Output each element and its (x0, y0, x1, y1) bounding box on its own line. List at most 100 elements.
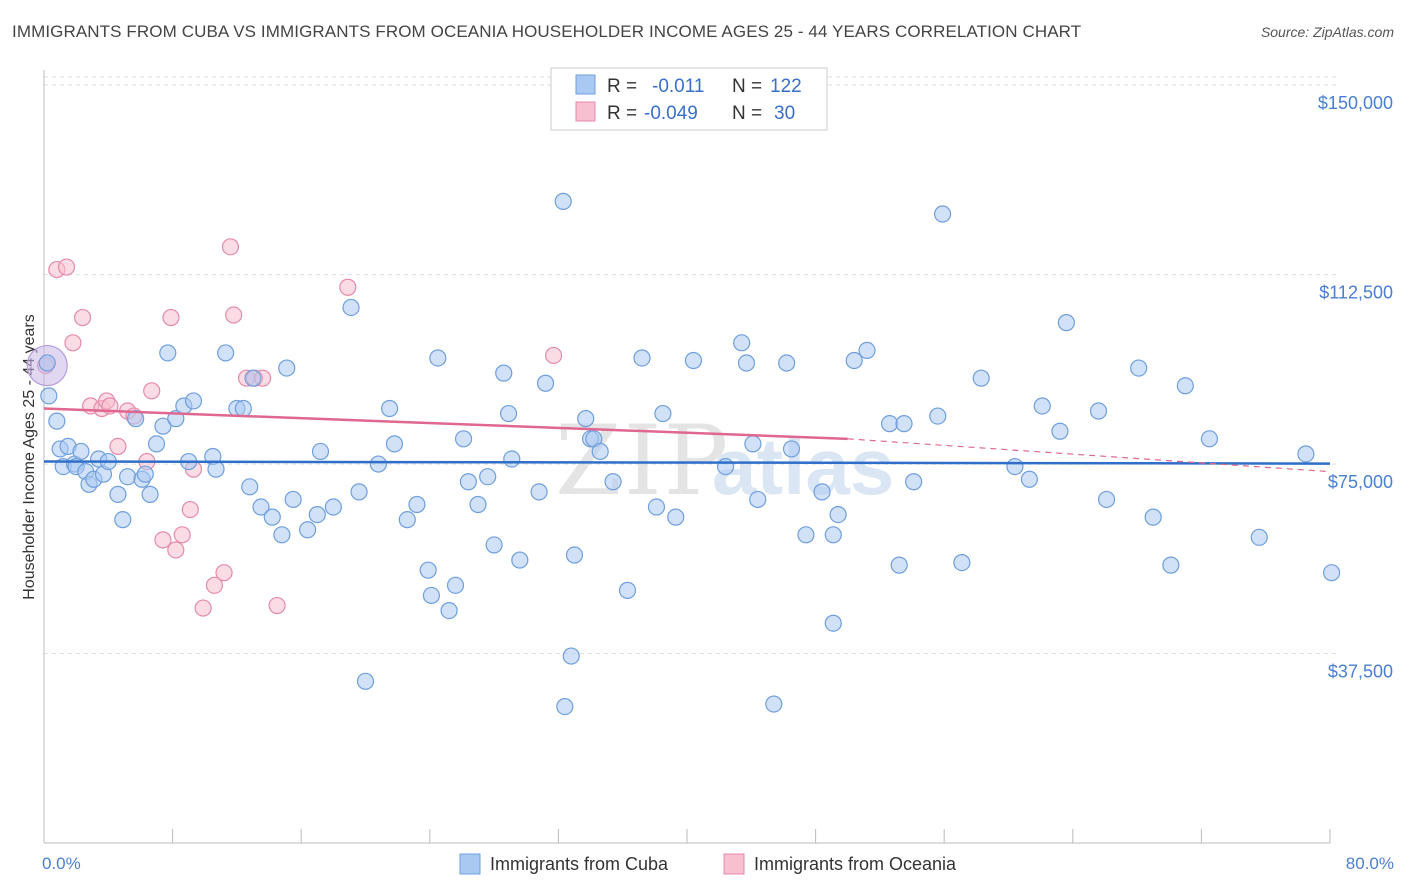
point-cuba (299, 521, 317, 539)
legend-n-label-cuba: N = (732, 76, 762, 97)
point-cuba (845, 351, 863, 370)
point-oceania (544, 346, 563, 365)
axes (43, 70, 1331, 844)
point-cuba (972, 369, 990, 387)
point-oceania (215, 564, 233, 582)
point-cuba (503, 450, 521, 468)
legend-swatch-oceania (575, 101, 596, 122)
trend-line-cuba (43, 460, 1331, 465)
point-oceania (268, 596, 286, 615)
point-cuba (284, 490, 302, 509)
point-cuba (744, 435, 762, 453)
point-cuba (342, 298, 360, 317)
y-tick-label: $112,500 (1319, 283, 1393, 303)
point-cuba (824, 614, 842, 632)
point-oceania (73, 308, 92, 327)
point-cuba (1130, 359, 1148, 377)
point-cuba (422, 586, 441, 605)
point-cuba (895, 415, 913, 433)
point-cuba (647, 498, 666, 516)
point-cuba (824, 526, 842, 544)
point-cuba (1144, 508, 1162, 526)
point-cuba (118, 468, 137, 486)
point-cuba (929, 407, 947, 425)
point-cuba (577, 410, 595, 428)
point-cuba (1176, 377, 1194, 395)
point-cuba (419, 561, 437, 579)
point-cuba (1006, 458, 1024, 476)
point-cuba (38, 354, 56, 372)
point-cuba (1323, 564, 1341, 582)
y-axis-label: Householder Income Ages 25 - 44 years (21, 314, 38, 600)
point-cuba (398, 511, 416, 529)
point-cuba (40, 387, 58, 405)
point-cuba (1250, 528, 1268, 546)
point-cuba (109, 485, 127, 503)
point-cuba (890, 556, 908, 574)
point-oceania (205, 576, 223, 594)
point-cuba (252, 498, 270, 516)
point-cuba (667, 508, 685, 526)
point-cuba (633, 349, 651, 367)
y-tick-label: $75,000 (1328, 472, 1393, 492)
point-oceania (109, 437, 127, 455)
point-cuba (136, 465, 154, 483)
point-cuba (499, 404, 518, 423)
point-cuba (495, 364, 513, 382)
point-cuba (565, 546, 584, 564)
bottom-legend-swatch-oceania (723, 853, 745, 875)
point-oceania (339, 278, 357, 296)
point-cuba (554, 192, 572, 210)
point-cuba (654, 404, 672, 423)
y-tick-labels: $37,500 $75,000 $112,500 $150,000 (1318, 93, 1393, 681)
point-cuba (530, 483, 548, 501)
series-oceania-points (26, 238, 563, 617)
point-cuba (905, 473, 923, 491)
point-cuba (356, 672, 375, 690)
legend-r-value-oceania: -0.049 (644, 103, 698, 124)
point-cuba (562, 647, 580, 665)
point-cuba (591, 442, 609, 461)
point-cuba (154, 417, 172, 435)
point-cuba (446, 576, 465, 594)
point-cuba (1057, 314, 1075, 332)
point-cuba (429, 349, 447, 367)
point-cuba (1162, 556, 1180, 574)
point-cuba (1020, 470, 1038, 488)
point-oceania (167, 541, 185, 559)
point-cuba (184, 392, 203, 410)
point-cuba (48, 412, 66, 430)
chart-title: IMMIGRANTS FROM CUBA VS IMMIGRANTS FROM … (12, 22, 1082, 41)
trend-line-oceania (43, 407, 848, 441)
point-cuba (72, 442, 90, 461)
point-cuba (440, 601, 458, 620)
point-cuba (350, 483, 368, 501)
point-cuba (765, 695, 783, 713)
legend-swatch-cuba (575, 74, 596, 95)
legend-r-value-cuba: -0.011 (652, 76, 704, 97)
point-cuba (308, 506, 326, 524)
point-oceania (181, 500, 199, 519)
source-label: Source: ZipAtlas.com (1260, 24, 1394, 40)
point-cuba (782, 440, 801, 458)
point-cuba (485, 536, 503, 554)
point-cuba (1297, 445, 1315, 463)
point-cuba (1033, 397, 1051, 415)
point-cuba (953, 553, 971, 572)
point-cuba (454, 430, 473, 448)
point-cuba (556, 697, 574, 716)
point-cuba (684, 351, 703, 370)
point-cuba (273, 526, 291, 544)
y-tick-label: $150,000 (1318, 93, 1393, 113)
point-cuba (1051, 422, 1069, 440)
point-oceania (225, 306, 243, 324)
point-cuba (511, 551, 529, 569)
point-cuba (278, 359, 296, 377)
point-cuba (459, 473, 477, 491)
point-cuba (324, 498, 342, 516)
point-cuba (385, 435, 404, 453)
point-oceania (162, 308, 180, 327)
y-tick-label: $37,500 (1328, 662, 1393, 682)
point-cuba (880, 415, 899, 433)
